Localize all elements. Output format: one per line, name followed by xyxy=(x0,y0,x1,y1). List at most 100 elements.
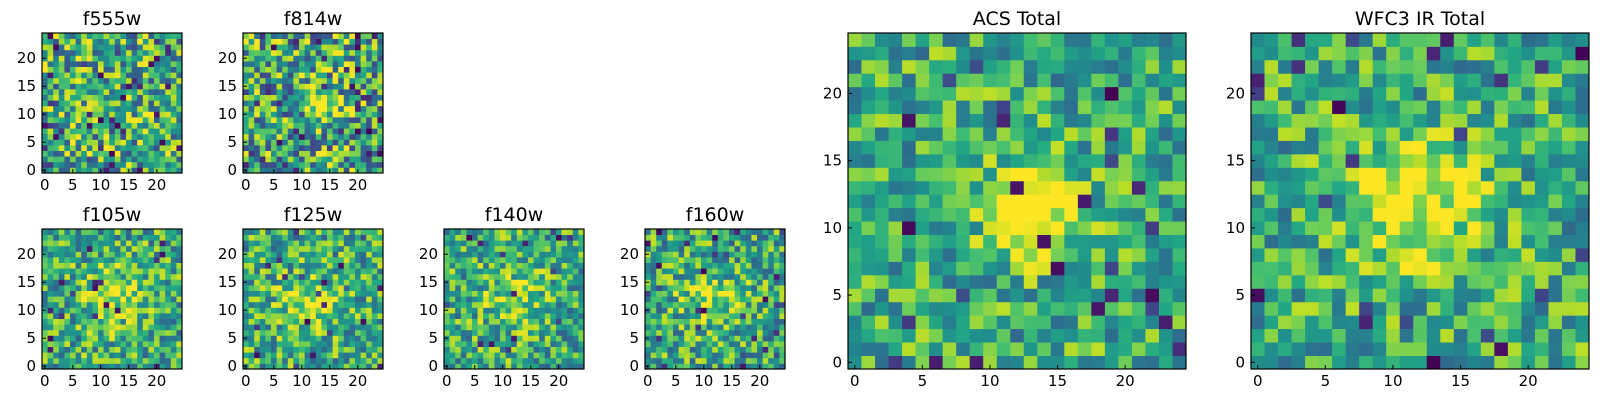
heatmap-cell xyxy=(371,38,378,45)
heatmap-cell xyxy=(287,167,294,174)
heatmap-cell xyxy=(254,167,261,174)
heatmap-cell xyxy=(1372,342,1387,356)
heatmap-cell xyxy=(114,346,121,353)
heatmap-cell xyxy=(103,77,110,84)
heatmap-cell xyxy=(159,49,166,56)
heatmap-cell xyxy=(131,111,138,118)
heatmap-cell xyxy=(282,296,289,303)
heatmap-cell xyxy=(723,357,730,364)
heatmap-cell xyxy=(92,245,99,252)
heatmap-cell xyxy=(477,285,484,291)
heatmap-cell xyxy=(745,357,752,364)
heatmap-cell xyxy=(751,346,758,353)
heatmap-cell xyxy=(282,105,289,112)
heatmap-cell xyxy=(355,117,361,123)
heatmap-cell xyxy=(1372,288,1387,303)
heatmap-cell xyxy=(875,274,889,289)
heatmap-cell xyxy=(505,296,512,303)
heatmap-cell xyxy=(170,94,177,101)
heatmap-cell xyxy=(310,55,317,62)
heatmap-cell xyxy=(338,273,345,280)
y-tick-label: 5 xyxy=(832,286,842,304)
heatmap-cell xyxy=(1345,248,1360,262)
heatmap-cell xyxy=(572,268,579,275)
heatmap-cell xyxy=(176,363,183,370)
heatmap-cell xyxy=(310,38,317,45)
heatmap-cell xyxy=(131,105,138,112)
heatmap-cell xyxy=(528,257,534,263)
heatmap-cell xyxy=(137,285,144,291)
heatmap-cell xyxy=(349,161,356,168)
heatmap-cell xyxy=(1291,301,1306,316)
heatmap-cell xyxy=(1480,248,1495,262)
heatmap-cell xyxy=(983,46,998,61)
heatmap-cell xyxy=(103,94,110,101)
heatmap-cell xyxy=(81,296,88,303)
heatmap-cell xyxy=(142,357,149,364)
heatmap-cell xyxy=(1104,46,1119,61)
heatmap-cell xyxy=(1091,46,1106,61)
heatmap-cell xyxy=(1575,207,1590,222)
heatmap-cell xyxy=(1023,248,1038,262)
heatmap-cell xyxy=(1158,261,1173,276)
heatmap-cell xyxy=(53,245,60,252)
heatmap-cell xyxy=(86,94,93,101)
heatmap-cell xyxy=(75,66,82,73)
heatmap-cell xyxy=(1440,221,1455,235)
heatmap-cell xyxy=(259,156,266,163)
heatmap-cell xyxy=(170,33,177,39)
heatmap-cell xyxy=(449,257,456,263)
heatmap-cell xyxy=(75,49,82,56)
heatmap-cell xyxy=(154,66,160,73)
heatmap-cell xyxy=(494,301,501,308)
heatmap-cell xyxy=(706,346,713,353)
heatmap-cell xyxy=(248,133,255,140)
heatmap-cell xyxy=(70,72,76,79)
heatmap-cell xyxy=(706,229,713,235)
heatmap-cell xyxy=(1359,301,1374,316)
heatmap-cell xyxy=(745,329,752,336)
heatmap-cell xyxy=(745,296,752,303)
heatmap-cell xyxy=(271,279,277,286)
heatmap-cell xyxy=(1091,261,1106,276)
heatmap-cell xyxy=(539,301,546,308)
heatmap-cell xyxy=(645,318,651,325)
heatmap-cell xyxy=(1050,315,1065,330)
heatmap-cell xyxy=(1077,73,1092,88)
heatmap-cell xyxy=(287,285,294,291)
heatmap-cell xyxy=(287,33,294,39)
heatmap-cell xyxy=(684,234,691,241)
heatmap-cell xyxy=(539,318,546,325)
heatmap-cell xyxy=(165,346,172,353)
heatmap-cell xyxy=(1131,167,1146,182)
heatmap-cell xyxy=(58,167,65,174)
heatmap-cell xyxy=(1386,207,1401,222)
heatmap-cell xyxy=(723,301,730,308)
heatmap-cell xyxy=(929,221,944,235)
heatmap-cell xyxy=(327,55,333,62)
heatmap-cell xyxy=(678,240,685,247)
heatmap-cell xyxy=(92,66,99,73)
heatmap-cell xyxy=(1278,167,1292,182)
heatmap-cell xyxy=(276,341,283,347)
heatmap-cell xyxy=(740,229,747,235)
heatmap-cell xyxy=(299,145,305,151)
heatmap-cell xyxy=(86,363,93,370)
heatmap-cell xyxy=(276,100,283,107)
heatmap-cell xyxy=(137,301,144,308)
heatmap-cell xyxy=(126,44,132,51)
heatmap-cell xyxy=(371,105,378,112)
heatmap-cell xyxy=(304,324,311,331)
heatmap-cell xyxy=(86,100,93,107)
heatmap-cell xyxy=(673,229,679,235)
heatmap-cell xyxy=(58,83,65,90)
heatmap-cell xyxy=(1145,100,1160,115)
heatmap-cell xyxy=(673,251,679,258)
heatmap-cell xyxy=(159,251,166,258)
heatmap-cell xyxy=(472,290,478,297)
heatmap-cell xyxy=(287,94,294,101)
heatmap-cell xyxy=(343,72,350,79)
heatmap-cell xyxy=(109,229,116,235)
